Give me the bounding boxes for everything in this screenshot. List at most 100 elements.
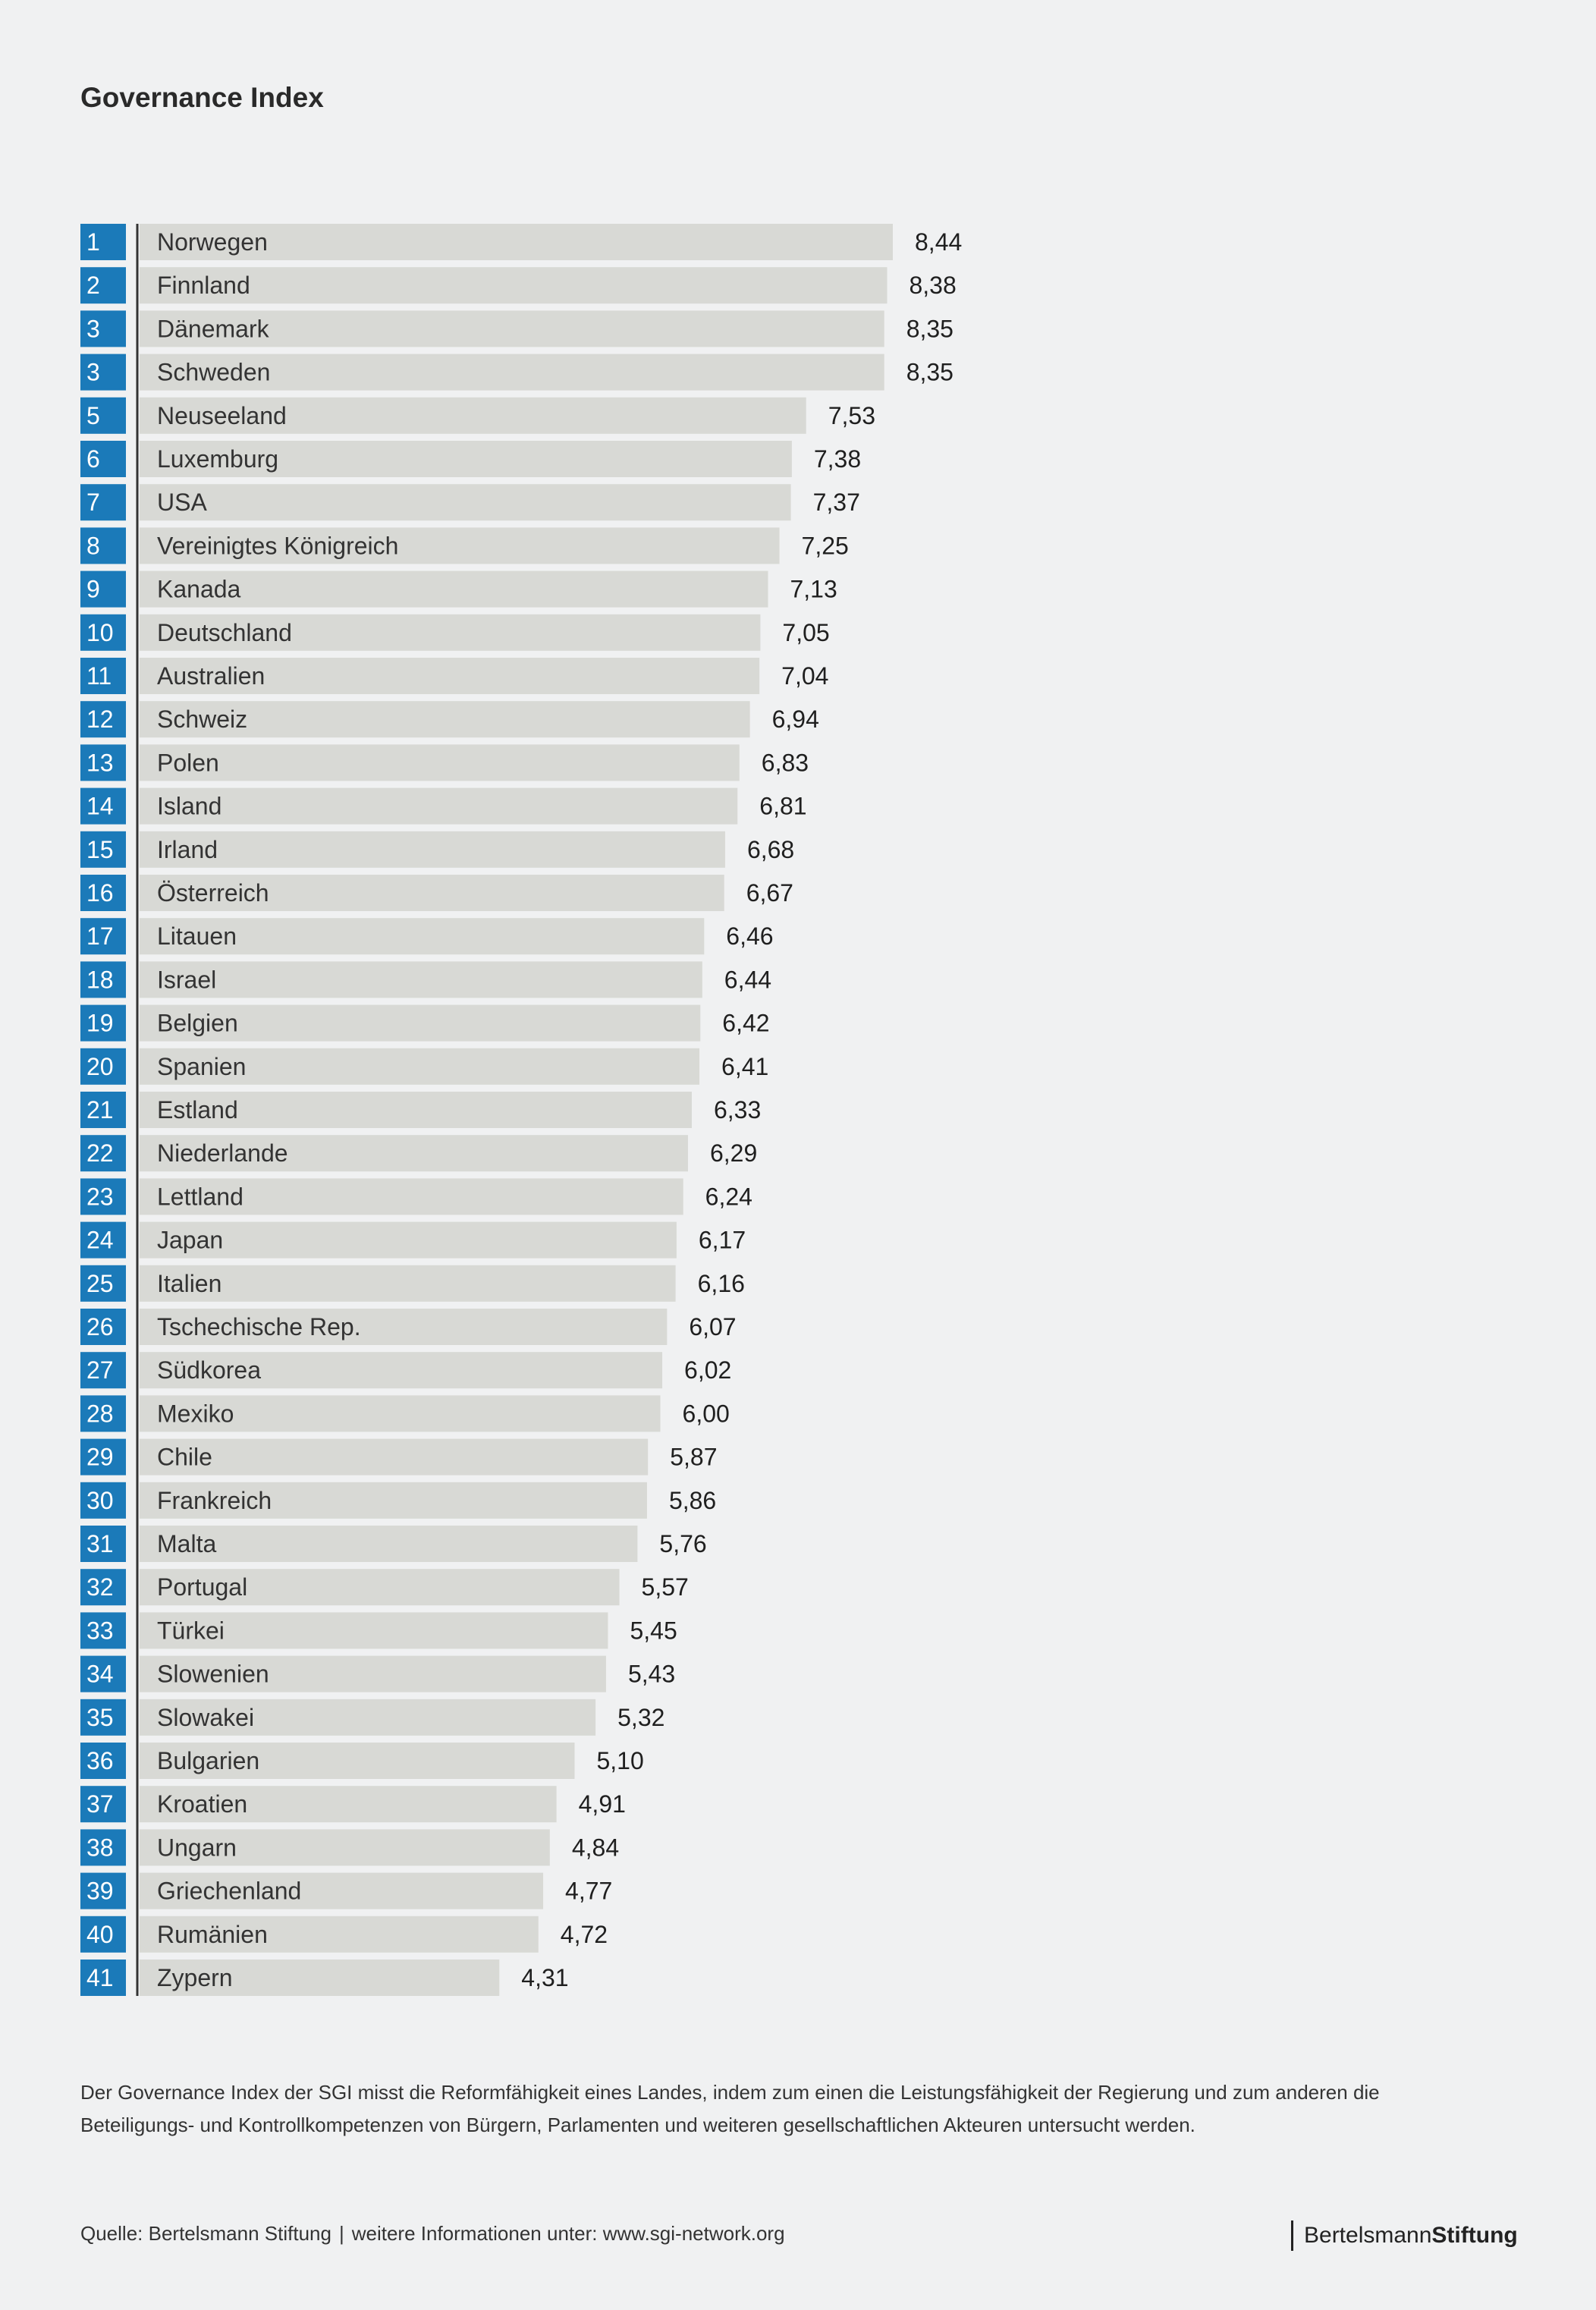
category-label: Italien [157, 1270, 221, 1297]
rank-label: 2 [86, 272, 100, 299]
value-label: 6,83 [762, 749, 809, 776]
category-label: Tschechische Rep. [157, 1313, 361, 1340]
bar [140, 1309, 668, 1345]
footer-separator: | [338, 2222, 344, 2245]
category-label: Island [157, 793, 221, 820]
value-label: 7,04 [781, 662, 828, 690]
category-label: Mexiko [157, 1400, 234, 1427]
rank-box [80, 267, 126, 304]
value-label: 5,57 [642, 1573, 689, 1601]
bar [140, 1221, 677, 1259]
bar [140, 1655, 606, 1692]
rank-box [80, 1352, 126, 1389]
bar [140, 224, 893, 260]
bar [140, 1612, 608, 1649]
rank-box [80, 614, 126, 651]
value-label: 5,10 [596, 1747, 643, 1774]
rank-box [80, 787, 126, 825]
category-label: Portugal [157, 1573, 247, 1601]
bar [140, 441, 792, 477]
bar [140, 787, 738, 825]
rank-label: 20 [86, 1053, 114, 1080]
rank-box [80, 397, 126, 434]
rank-box [80, 1092, 126, 1128]
rank-label: 7 [86, 489, 100, 516]
rank-box [80, 1395, 126, 1432]
bar [140, 1699, 596, 1736]
rank-label: 24 [86, 1227, 114, 1254]
rank-label: 27 [86, 1356, 114, 1384]
chart-title: Governance Index [80, 82, 324, 113]
value-label: 7,38 [814, 445, 861, 473]
category-label: Belgien [157, 1010, 238, 1037]
value-label: 6,94 [772, 706, 819, 733]
bar [140, 1916, 539, 1953]
category-label: Kanada [157, 576, 241, 603]
rank-label: 16 [86, 879, 114, 907]
value-label: 5,76 [659, 1530, 706, 1557]
category-label: Schweden [157, 359, 270, 386]
bar [140, 1352, 663, 1389]
rank-label: 22 [86, 1139, 114, 1167]
bar [140, 701, 750, 738]
rank-box [80, 701, 126, 738]
rank-label: 17 [86, 922, 114, 950]
value-label: 7,53 [828, 402, 875, 429]
rank-box [80, 1612, 126, 1649]
value-label: 4,91 [579, 1790, 626, 1818]
value-label: 8,35 [906, 359, 954, 386]
rank-box [80, 1743, 126, 1779]
value-label: 4,31 [521, 1964, 568, 1991]
footer-source: Quelle: Bertelsmann Stiftung | weitere Inf… [80, 2222, 785, 2246]
category-label: Australien [157, 662, 265, 690]
rank-box [80, 484, 126, 521]
more-info-text: weitere Informationen unter: www.sgi-net… [351, 2222, 785, 2245]
rank-box [80, 570, 126, 608]
value-label: 7,37 [813, 489, 860, 516]
bar [140, 658, 760, 694]
rank-box [80, 441, 126, 477]
category-label: Estland [157, 1096, 238, 1124]
rank-label: 8 [86, 532, 100, 559]
bar [140, 875, 724, 911]
bar [140, 1872, 544, 1909]
value-label: 6,42 [722, 1010, 769, 1037]
rank-label: 26 [86, 1313, 114, 1340]
category-label: Polen [157, 749, 219, 776]
category-label: Chile [157, 1444, 212, 1471]
category-label: Neuseeland [157, 402, 287, 429]
value-label: 5,32 [617, 1704, 664, 1731]
bar [140, 1265, 676, 1302]
rank-label: 14 [86, 793, 114, 820]
rank-label: 19 [86, 1010, 114, 1037]
bar [140, 1526, 638, 1562]
rank-box [80, 1178, 126, 1215]
rank-label: 37 [86, 1790, 114, 1818]
value-label: 5,43 [628, 1661, 675, 1688]
value-label: 7,25 [802, 532, 849, 559]
rank-box [80, 527, 126, 564]
rank-label: 11 [86, 662, 112, 690]
rank-box [80, 1004, 126, 1042]
bar [140, 614, 761, 651]
rank-label: 13 [86, 749, 114, 776]
rank-label: 10 [86, 619, 114, 646]
rank-box [80, 1309, 126, 1345]
category-label: Deutschland [157, 619, 292, 646]
rank-label: 5 [86, 402, 100, 429]
source-label: Quelle: Bertelsmann Stiftung [80, 2222, 331, 2245]
rank-label: 36 [86, 1747, 114, 1774]
bar [140, 918, 705, 955]
rank-box [80, 310, 126, 347]
value-label: 6,41 [721, 1053, 768, 1080]
bar [140, 1004, 701, 1042]
bar [140, 1960, 500, 1996]
rank-label: 31 [86, 1530, 114, 1557]
rank-label: 12 [86, 706, 114, 733]
category-label: Litauen [157, 922, 237, 950]
rank-box [80, 1569, 126, 1606]
value-label: 4,72 [561, 1921, 608, 1948]
rank-box [80, 1872, 126, 1909]
bar [140, 570, 768, 608]
rank-label: 21 [86, 1096, 114, 1124]
